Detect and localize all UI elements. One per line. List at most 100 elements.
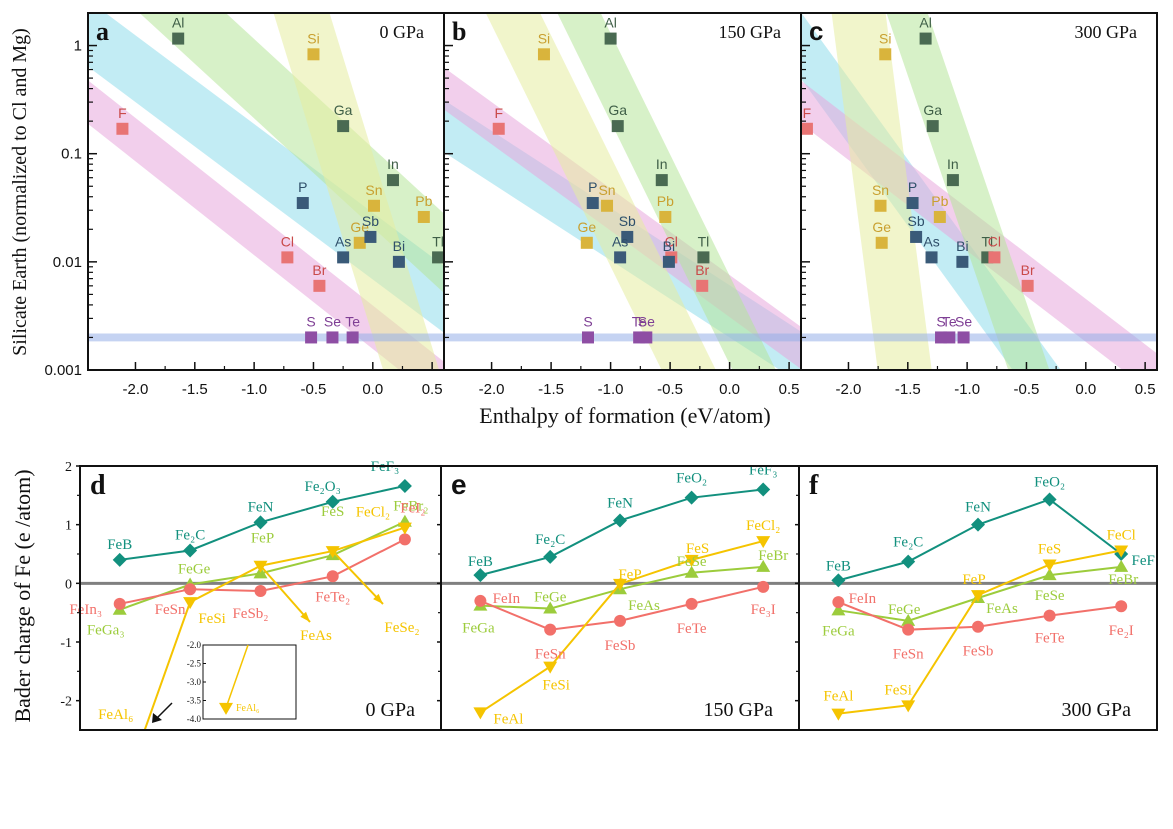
marker-In [655, 174, 668, 187]
point-As: As [335, 233, 351, 264]
point-label: Fe₃I [751, 602, 776, 618]
label-Tl: Tl [981, 233, 993, 249]
marker-Pb [659, 210, 672, 223]
band-group14 [831, 13, 932, 370]
branch-arrow-head [300, 611, 310, 622]
marker-FeB [831, 573, 846, 588]
marker-Cl [988, 251, 1001, 264]
label-F: F [118, 105, 127, 121]
marker-Cl [281, 251, 294, 264]
point-Pb: Pb [931, 193, 949, 223]
marker-FeB [112, 552, 127, 567]
inset-line [225, 644, 249, 709]
marker-FeGe [543, 601, 558, 614]
point-Se: Se [324, 313, 341, 344]
x-tick-label: -2.0 [479, 381, 505, 398]
point-P: P [906, 179, 919, 210]
label-S: S [936, 313, 945, 329]
label-Ga: Ga [608, 102, 627, 118]
point-label: FeSi [198, 611, 226, 627]
label-As: As [923, 233, 939, 249]
label-S: S [306, 313, 315, 329]
marker-FeTe [1043, 609, 1056, 622]
y-tick-label: 1 [74, 38, 82, 55]
marker-FeF₃ [397, 478, 412, 493]
marker-FeN [253, 515, 268, 530]
marker-Si [537, 48, 550, 61]
point-Sb: Sb [908, 213, 925, 243]
point-label: FeN [248, 499, 274, 515]
y-tick-label: 2 [65, 460, 72, 475]
label-As: As [612, 233, 628, 249]
label-Te: Te [942, 313, 957, 329]
label-Sb: Sb [362, 213, 379, 229]
marker-S [581, 331, 594, 344]
x-tick-label: -0.5 [657, 381, 683, 398]
point-Al: Al [604, 15, 617, 45]
marker-Fe₂C [183, 543, 198, 558]
marker-F [800, 122, 813, 135]
trend-bands [88, 13, 444, 370]
point-label: FeP [251, 530, 274, 546]
label-Pb: Pb [657, 193, 674, 209]
label-P: P [298, 179, 307, 195]
pressure-label: 0 GPa [366, 699, 416, 721]
off-scale-arrow-head [152, 713, 162, 723]
marker-Fe₂O₃ [325, 494, 340, 509]
point-S: S [305, 313, 318, 344]
label-Tl: Tl [432, 233, 444, 249]
label-As: As [335, 233, 351, 249]
point-label: FeGe [888, 602, 921, 618]
label-Se: Se [638, 313, 655, 329]
marker-FeSb₂ [254, 584, 267, 597]
x-tick-label: -1.0 [954, 381, 980, 398]
marker-FeN [613, 513, 627, 528]
point-label: FeF₃ [749, 462, 778, 478]
point-P: P [296, 179, 309, 210]
marker-S [305, 331, 318, 344]
pressure-label: 0 GPa [380, 22, 425, 42]
marker-Fe₂C [901, 554, 916, 569]
label-Ge: Ge [872, 219, 891, 235]
point-label: FeB [468, 554, 493, 570]
series-period5 [113, 533, 411, 610]
label-Ge: Ge [577, 219, 596, 235]
point-Ga: Ga [923, 102, 942, 133]
marker-FeO₂ [1042, 492, 1057, 507]
point-label: FeBr₂ [393, 499, 428, 515]
point-label: FeSn [155, 602, 186, 618]
label-Te: Te [632, 313, 647, 329]
branch-arrow-line [331, 550, 384, 605]
marker-FeO₂ [684, 490, 699, 505]
point-label: FeO₂ [676, 471, 707, 487]
point-label: Fe₂C [535, 532, 565, 548]
point-Te: Te [942, 313, 957, 344]
label-Tl: Tl [698, 233, 710, 249]
marker-Sn [874, 199, 887, 212]
label-In: In [656, 156, 668, 172]
point-label: FeGe [178, 562, 211, 578]
point-label: FeGe [534, 590, 567, 606]
label-Bi: Bi [663, 238, 675, 254]
panel-letter: d [90, 470, 106, 501]
marker-FeIn₃ [113, 597, 126, 610]
marker-Si [879, 48, 892, 61]
marker-As [337, 251, 350, 264]
marker-FeGe [901, 613, 916, 626]
marker-FeN [971, 517, 985, 532]
x-tick-label: 0.5 [1135, 381, 1156, 398]
label-Cl: Cl [665, 233, 678, 249]
branch-label: FeSe₂ [384, 620, 419, 636]
band-group14 [273, 13, 440, 370]
point-label: FeP [618, 567, 641, 583]
point-label: FeGa [462, 621, 495, 637]
label-Sn: Sn [598, 182, 615, 198]
plot-frame [798, 465, 1158, 731]
marker-FeSe [1042, 568, 1057, 581]
point-label: FeTe₂ [315, 589, 350, 605]
point-label: FeI₂ [400, 500, 425, 516]
marker-FeGa [831, 603, 846, 616]
